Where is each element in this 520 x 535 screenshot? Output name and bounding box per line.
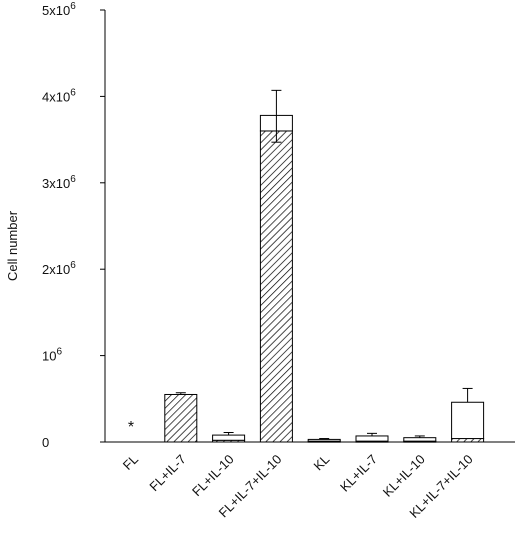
x-tick-label: KL+IL-7	[337, 452, 380, 495]
annotations: *	[128, 419, 134, 436]
annotation-asterisk: *	[128, 419, 134, 436]
error-bars	[175, 89, 473, 440]
bar-open-7	[451, 401, 485, 440]
bar-open-2	[212, 434, 246, 441]
bars	[164, 114, 485, 443]
x-tick-label: KL+IL-10	[380, 452, 428, 500]
bar-open-5	[355, 435, 389, 442]
x-tick-label: FL	[120, 452, 141, 473]
y-tick-label: 5x106	[42, 1, 76, 18]
bar-open-4	[307, 438, 341, 442]
y-tick-label: 3x106	[42, 174, 76, 191]
y-tick-label: 0	[42, 435, 49, 450]
y-axis-title: Cell number	[5, 210, 20, 281]
y-tick-label: 106	[42, 347, 62, 364]
y-tick-label: 4x106	[42, 87, 76, 104]
bar-hatched-3	[259, 130, 293, 443]
y-tick-label: 2x106	[42, 260, 76, 277]
x-tick-label: FL+IL-10	[189, 452, 237, 500]
x-tick-label: FL+IL-7	[146, 452, 189, 495]
bar-hatched-7	[451, 438, 485, 443]
x-tick-label: KL	[310, 452, 332, 474]
bar-open-6	[403, 437, 437, 442]
bar-hatched-1	[164, 393, 198, 443]
y-axis-ticks: 0 106 2x106 3x106 4x106 5x106	[42, 1, 105, 450]
